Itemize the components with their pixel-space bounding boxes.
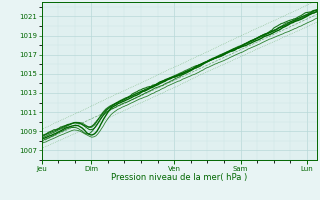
X-axis label: Pression niveau de la mer( hPa ): Pression niveau de la mer( hPa ) [111, 173, 247, 182]
